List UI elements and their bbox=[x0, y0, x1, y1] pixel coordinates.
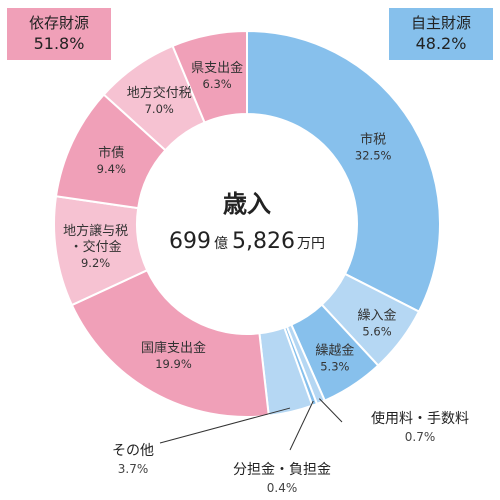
slice-name-8-line-2: ・交付金 bbox=[70, 239, 122, 255]
slice-pct-6: 3.7% bbox=[118, 462, 149, 476]
slice-name-4: 使用料・手数料 bbox=[371, 410, 469, 427]
slice-name-5: 分担金・負担金 bbox=[233, 462, 331, 478]
slice-pct-1: 32.5% bbox=[355, 149, 392, 163]
slice-pct-7: 19.9% bbox=[155, 357, 192, 371]
independent-revenue-box: 自主財源 48.2% bbox=[389, 8, 493, 60]
slice-pct-3: 5.3% bbox=[320, 360, 349, 374]
center-amount: 699 億 5,826 万円 bbox=[169, 229, 325, 254]
leader-lines bbox=[159, 398, 343, 451]
slice-7 bbox=[70, 268, 270, 418]
independent-revenue-label: 自主財源 bbox=[410, 14, 471, 32]
slice-pct-5: 0.4% bbox=[267, 481, 298, 495]
slice-pct-8: 9.2% bbox=[81, 256, 110, 270]
independent-revenue-pct: 48.2% bbox=[415, 34, 467, 53]
slice-pct-9: 9.4% bbox=[97, 162, 126, 176]
donut-slices bbox=[53, 29, 441, 418]
slice-name-6: その他 bbox=[112, 443, 154, 459]
slice-pct-10: 7.0% bbox=[145, 102, 174, 116]
slice-name-9: 市債 bbox=[98, 145, 124, 161]
center-title: 歳入 bbox=[223, 190, 271, 218]
slice-1 bbox=[246, 29, 441, 313]
slice-name-1: 市税 bbox=[360, 132, 386, 148]
slice-pct-11: 6.3% bbox=[203, 77, 232, 91]
dependent-revenue-box: 依存財源 51.8% bbox=[7, 8, 111, 60]
slice-name-10: 地方交付税 bbox=[127, 85, 192, 101]
slice-name-3: 繰越金 bbox=[315, 343, 354, 359]
slice-pct-2: 5.6% bbox=[362, 324, 391, 338]
dependent-revenue-label: 依存財源 bbox=[28, 14, 89, 32]
slice-name-2: 繰入金 bbox=[358, 307, 397, 323]
slice-pct-4: 0.7% bbox=[405, 430, 436, 444]
slice-name-7: 国庫支出金 bbox=[141, 340, 206, 356]
slice-name-8-line-1: 地方譲与税 bbox=[63, 223, 128, 239]
leader-line-5 bbox=[289, 400, 314, 451]
leader-line-6 bbox=[159, 407, 291, 444]
slice-name-11: 県支出金 bbox=[191, 60, 243, 76]
slice-11 bbox=[171, 29, 248, 124]
dependent-revenue-pct: 51.8% bbox=[33, 34, 85, 53]
leader-line-4 bbox=[318, 398, 343, 423]
